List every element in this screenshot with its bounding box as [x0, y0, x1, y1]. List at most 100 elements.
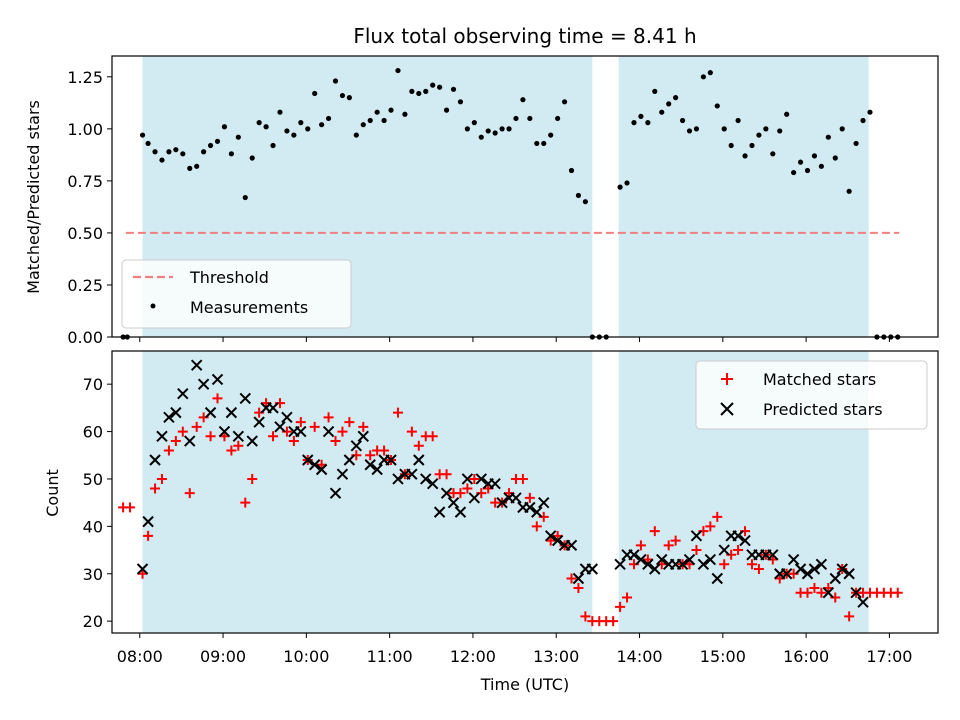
predicted-star-point [170, 406, 182, 419]
matched-star-point [705, 521, 716, 532]
predicted-star-point [544, 530, 557, 542]
measurement-point [561, 99, 568, 105]
measurement-point [811, 153, 818, 159]
matched-star-point [233, 440, 244, 451]
measurement-point [797, 159, 804, 165]
measurement-point [693, 126, 700, 132]
measurement-point [298, 120, 304, 126]
matched-star-point [573, 582, 584, 593]
y-tick-label: 0.00 [67, 328, 103, 347]
predicted-star-point [329, 487, 342, 499]
y-tick-label: 1.25 [67, 68, 103, 87]
predicted-star-point [739, 534, 751, 547]
measurement-point [235, 134, 241, 140]
measurement-point [228, 151, 234, 157]
matched-star-point [163, 445, 174, 456]
predicted-star-point [163, 411, 175, 424]
top-y-axis-label: Matched/Predicted stars [24, 100, 43, 294]
top-axes-frame [111, 55, 939, 338]
predicted-star-point [149, 454, 161, 466]
predicted-star-point [836, 563, 848, 575]
measurement-point [249, 155, 255, 161]
measurement-point [388, 107, 394, 113]
measurement-point [221, 124, 228, 130]
predicted-star-point [572, 572, 585, 585]
measurement-point [339, 92, 346, 99]
matched-stars-points [118, 393, 903, 627]
measurement-point [846, 188, 852, 194]
measurement-point [763, 126, 769, 132]
predicted-star-point [413, 454, 425, 466]
measurement-point [568, 167, 575, 174]
matched-star-point [663, 540, 674, 551]
predicted-star-point [524, 501, 536, 514]
measurement-point [777, 128, 783, 134]
predicted-star-point [510, 492, 522, 504]
top-y-ticks: 0.00 0.25 0.50 0.75 1.00 1.25 [67, 68, 112, 347]
measurement-points [120, 67, 901, 340]
matched-star-point [406, 426, 417, 437]
measurement-point [839, 126, 845, 132]
predicted-star-point [350, 440, 363, 452]
measurement-point [728, 142, 734, 149]
measurement-point [416, 90, 422, 97]
predicted-star-point [538, 496, 550, 509]
measurement-point [513, 115, 519, 122]
measurement-point [152, 149, 158, 155]
measurement-point [423, 88, 429, 94]
predicted-star-point [489, 477, 501, 490]
predicted-star-point [406, 468, 418, 480]
predicted-star-point [392, 473, 404, 485]
predicted-star-point [184, 435, 196, 447]
matched-star-point [649, 526, 660, 537]
measurements-legend-label: Measurements [190, 298, 308, 317]
predicted-star-point [454, 506, 467, 518]
matched-star-point [268, 431, 279, 442]
measurement-point [832, 155, 838, 161]
matched-star-point [809, 582, 820, 593]
measurement-point [860, 117, 866, 124]
predicted-stars-points [136, 359, 869, 608]
predicted-star-point [635, 553, 647, 566]
predicted-star-point [246, 435, 258, 447]
matched-star-point [622, 592, 633, 603]
measurement-point [139, 132, 146, 138]
measurement-point [485, 128, 491, 134]
x-tick-label: 15:00 [700, 647, 746, 666]
measurement-point [638, 113, 644, 119]
matched-star-point [746, 559, 757, 570]
matched-star-point [323, 412, 334, 423]
predicted-star-point [302, 454, 314, 466]
predicted-star-point [267, 402, 279, 414]
matched-star-point [125, 502, 136, 513]
matched-star-point [892, 587, 903, 598]
measurement-point [756, 132, 762, 138]
measurement-point [457, 99, 464, 105]
predicted-star-point [433, 506, 446, 518]
top-panel: 0.00 0.25 0.50 0.75 1.00 1.25 Flux total obse… [24, 24, 939, 347]
measurement-point [263, 124, 269, 130]
measurement-point [645, 120, 651, 126]
predicted-star-point [767, 549, 779, 561]
measurement-point [686, 128, 693, 134]
predicted-star-point [204, 406, 217, 419]
observing-window-1 [142, 351, 593, 633]
predicted-star-point [850, 587, 862, 599]
predicted-star-point [385, 454, 397, 466]
predicted-star-point [808, 563, 821, 575]
measurement-point [374, 109, 380, 115]
predicted-star-point [371, 463, 383, 476]
measurement-point [180, 151, 186, 157]
measurement-point [791, 169, 797, 176]
measurement-point [624, 180, 630, 186]
matched-star-point [184, 488, 195, 499]
predicted-star-point [197, 378, 210, 390]
measurement-point [499, 126, 505, 132]
predicted-star-point [142, 515, 154, 528]
bottom-legend: Matched stars Predicted stars [695, 360, 928, 430]
predicted-star-point [468, 492, 481, 504]
measurement-point [652, 88, 658, 94]
predicted-star-point [676, 558, 689, 570]
measurement-point [443, 107, 450, 113]
measurement-point [291, 132, 297, 138]
